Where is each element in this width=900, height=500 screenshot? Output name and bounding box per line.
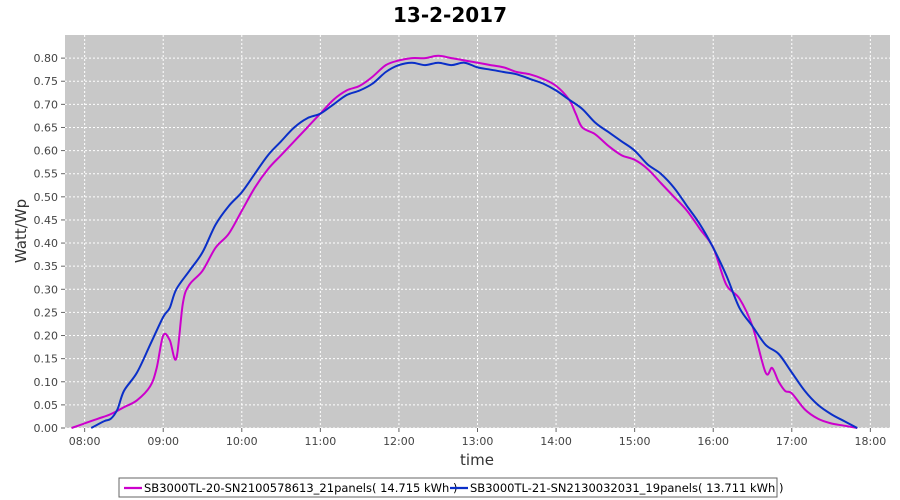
y-tick-label: 0.80: [34, 52, 59, 65]
y-tick-label: 0.10: [34, 376, 59, 389]
series-line-2: [90, 61, 858, 429]
x-axis: 08:00 09:00 10:00 11:00 12:00 13:00 14:00 15:00…: [69, 428, 886, 448]
y-tick-label: 0.05: [34, 399, 59, 412]
y-tick-label: 0.40: [34, 237, 59, 250]
y-tick-label: 0.35: [34, 260, 59, 273]
x-tick-label: 15:00: [619, 435, 651, 448]
x-tick-label: 09:00: [147, 435, 179, 448]
series-layer: [71, 54, 858, 429]
legend-label-series-2: SB3000TL-21-SN2130032031_19panels( 13.71…: [470, 481, 783, 495]
y-tick-label: 0.25: [34, 306, 59, 319]
x-tick-label: 16:00: [697, 435, 729, 448]
x-tick-label: 11:00: [305, 435, 337, 448]
y-tick-label: 0.15: [34, 353, 59, 366]
legend-box: [118, 477, 778, 498]
y-tick-label: 0.30: [34, 283, 59, 296]
y-axis: 0.00 0.05 0.10 0.15 0.20 0.25 0.30 0.35 0.40 0.45…: [34, 52, 65, 435]
chart-title: 13-2-2017: [393, 3, 507, 27]
x-tick-label: 08:00: [69, 435, 101, 448]
y-tick-label: 0.50: [34, 191, 59, 204]
x-tick-label: 12:00: [383, 435, 415, 448]
y-tick-label: 0.75: [34, 75, 59, 88]
y-tick-label: 0.00: [34, 422, 59, 435]
legend-label-series-1: SB3000TL-20-SN2100578613_21panels( 14.71…: [144, 481, 457, 495]
x-tick-label: 18:00: [855, 435, 887, 448]
y-tick-label: 0.20: [34, 330, 59, 343]
grid-lines: [65, 35, 890, 429]
x-tick-label: 17:00: [776, 435, 808, 448]
y-tick-label: 0.55: [34, 168, 59, 181]
x-tick-label: 14:00: [540, 435, 572, 448]
y-tick-label: 0.65: [34, 121, 59, 134]
x-tick-label: 13:00: [462, 435, 494, 448]
y-tick-label: 0.60: [34, 145, 59, 158]
x-tick-label: 10:00: [226, 435, 258, 448]
x-axis-label: time: [460, 451, 494, 469]
y-tick-label: 0.45: [34, 214, 59, 227]
legend: SB3000TL-20-SN2100578613_21panels( 14.71…: [118, 477, 783, 498]
y-tick-label: 0.70: [34, 98, 59, 111]
series-line-1: [71, 54, 858, 429]
y-axis-label: Watt/Wp: [12, 199, 30, 263]
